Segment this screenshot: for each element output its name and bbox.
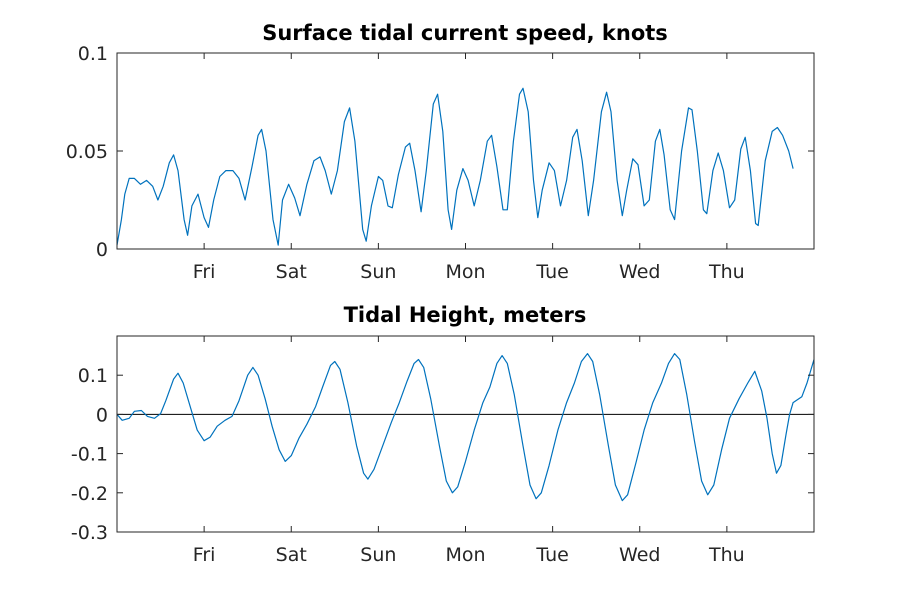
y-tick-label: 0.05 bbox=[66, 141, 108, 163]
x-tick-label: Fri bbox=[193, 544, 216, 566]
y-tick-label: 0.1 bbox=[78, 43, 108, 65]
chart-tidal-height: Tidal Height, meters Fri Sat Sun Mon Tue Wed T… bbox=[71, 303, 815, 566]
series-line bbox=[116, 87, 794, 246]
x-tick-label: Sun bbox=[360, 544, 396, 566]
series-line bbox=[116, 353, 815, 502]
x-tick-label: Tue bbox=[535, 261, 568, 283]
y-tick-label: 0 bbox=[96, 404, 108, 426]
x-tick-label: Thu bbox=[708, 544, 745, 566]
x-tick-label: Sat bbox=[276, 261, 307, 283]
y-tick-label: -0.2 bbox=[71, 483, 108, 505]
x-tick-label: Tue bbox=[535, 544, 568, 566]
x-tick-label: Mon bbox=[445, 261, 485, 283]
chart-title: Surface tidal current speed, knots bbox=[262, 21, 668, 45]
chart-current-speed: Surface tidal current speed, knots Fri Sa… bbox=[66, 21, 815, 283]
axes-box bbox=[116, 52, 815, 250]
x-tick-label: Mon bbox=[445, 544, 485, 566]
x-tick-label: Wed bbox=[619, 544, 660, 566]
x-tick-label: Fri bbox=[193, 261, 216, 283]
y-tick-label: 0.1 bbox=[78, 365, 108, 387]
chart-title: Tidal Height, meters bbox=[344, 303, 587, 327]
plot-area: Fri Sat Sun Mon Tue Wed Thu 0 0.05 0.1 bbox=[66, 43, 815, 283]
x-tick-label: Sat bbox=[276, 544, 307, 566]
x-tick-label: Thu bbox=[708, 261, 745, 283]
x-tick-label: Wed bbox=[619, 261, 660, 283]
axes-box bbox=[116, 335, 815, 533]
plot-area: Fri Sat Sun Mon Tue Wed Thu -0.3 -0.2 -0.1 0 0.1 bbox=[71, 335, 815, 566]
y-tick-label: 0 bbox=[96, 239, 108, 261]
y-tick-label: -0.1 bbox=[71, 444, 108, 466]
x-tick-label: Sun bbox=[360, 261, 396, 283]
y-tick-label: -0.3 bbox=[71, 522, 108, 544]
